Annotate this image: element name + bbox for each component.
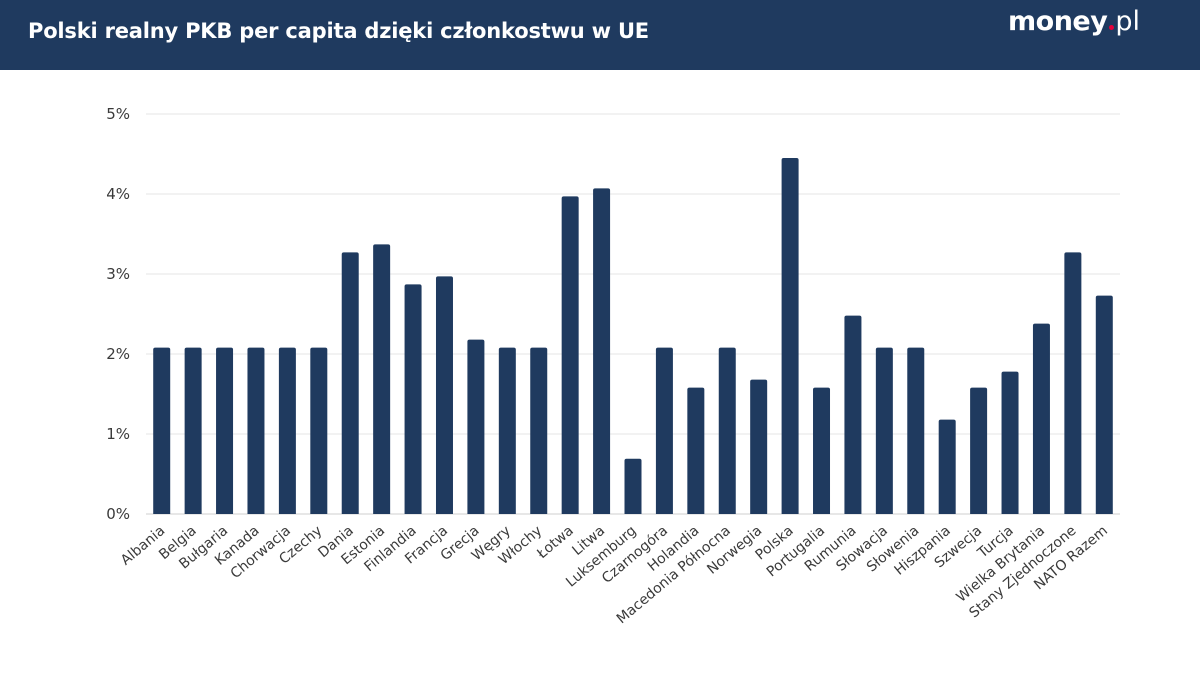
bar <box>404 284 422 514</box>
header-bar: Polski realny PKB per capita dzięki czło… <box>0 0 1200 70</box>
bar <box>341 252 359 514</box>
brand-logo[interactable]: money pl <box>1008 6 1140 37</box>
bar <box>781 158 799 514</box>
bar <box>813 387 831 514</box>
bar <box>1064 252 1082 514</box>
bar <box>970 387 988 514</box>
bar <box>247 347 265 514</box>
y-tick-label: 1% <box>106 425 130 443</box>
bar <box>938 419 956 514</box>
bar <box>718 347 736 514</box>
bar <box>310 347 328 514</box>
bar <box>435 276 453 514</box>
bar <box>153 347 171 514</box>
chart-title: Polski realny PKB per capita dzięki czło… <box>28 19 649 43</box>
logo-dot-icon <box>1109 25 1115 30</box>
logo-suffix: pl <box>1115 6 1140 37</box>
bar <box>184 347 202 514</box>
y-tick-label: 5% <box>106 105 130 123</box>
y-tick-label: 2% <box>106 345 130 363</box>
logo-wordmark: money <box>1008 6 1108 37</box>
y-tick-label: 4% <box>106 185 130 203</box>
bar <box>373 244 391 514</box>
bar <box>655 347 673 514</box>
bar <box>216 347 234 514</box>
bar <box>1001 371 1019 514</box>
bar <box>687 387 705 514</box>
bar <box>467 339 485 514</box>
bar <box>875 347 893 514</box>
bar <box>593 188 611 514</box>
bar <box>498 347 516 514</box>
bar <box>561 196 579 514</box>
bar <box>844 315 862 514</box>
bar <box>624 458 642 514</box>
bar <box>907 347 925 514</box>
bar <box>278 347 296 514</box>
bar <box>1095 295 1113 514</box>
bar <box>530 347 548 514</box>
y-tick-label: 3% <box>106 265 130 283</box>
bar <box>1032 323 1050 514</box>
bar <box>750 379 768 514</box>
y-tick-label: 0% <box>106 505 130 523</box>
